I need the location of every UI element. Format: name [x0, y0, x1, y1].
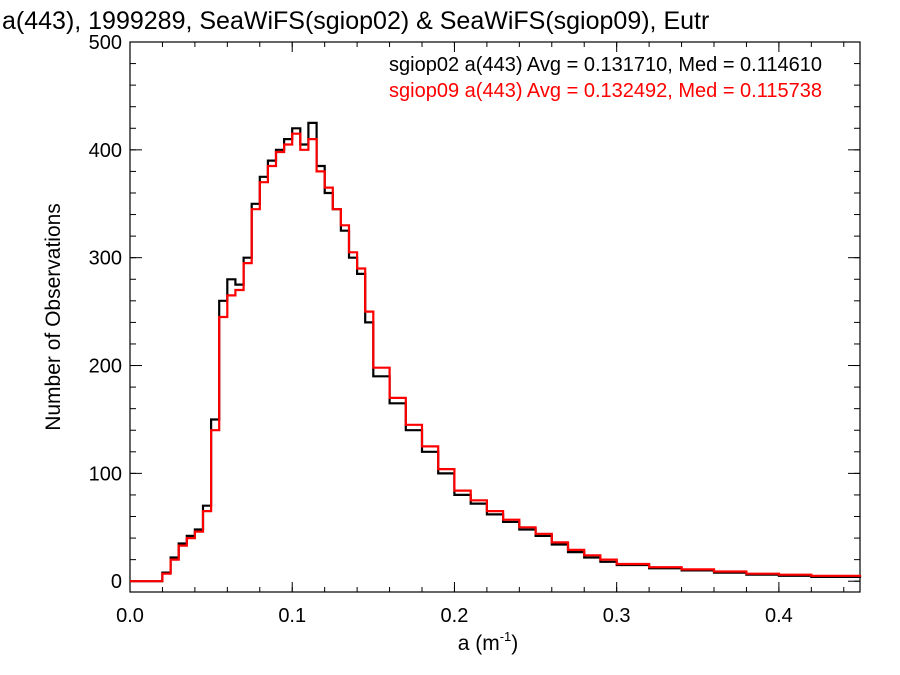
x-tick-label: 0.0 [116, 605, 144, 627]
y-tick-label: 200 [89, 356, 122, 378]
y-tick-label: 500 [89, 32, 122, 54]
x-tick-label: 0.3 [603, 605, 631, 627]
x-axis-label: a (m-1) [458, 629, 519, 655]
legend-entry-sgiop02: sgiop02 a(443) Avg = 0.131710, Med = 0.1… [389, 54, 822, 76]
x-tick-label: 0.1 [278, 605, 306, 627]
series-line-sgiop02 [130, 121, 862, 583]
x-tick-label: 0.2 [441, 605, 469, 627]
legend-entry-sgiop09: sgiop09 a(443) Avg = 0.132492, Med = 0.1… [389, 80, 822, 102]
y-tick-label: 0 [111, 571, 122, 593]
plot-area-frame [129, 41, 861, 593]
x-tick-label: 0.4 [765, 605, 793, 627]
chart-title: a(443), 1999289, SeaWiFS(sgiop02) & SeaW… [2, 7, 709, 35]
y-tick-label: 100 [89, 463, 122, 485]
y-tick-label: 400 [89, 140, 122, 162]
series-line-sgiop09 [130, 132, 862, 583]
y-tick-label: 300 [89, 248, 122, 270]
y-axis-label: Number of Observations [42, 203, 65, 431]
